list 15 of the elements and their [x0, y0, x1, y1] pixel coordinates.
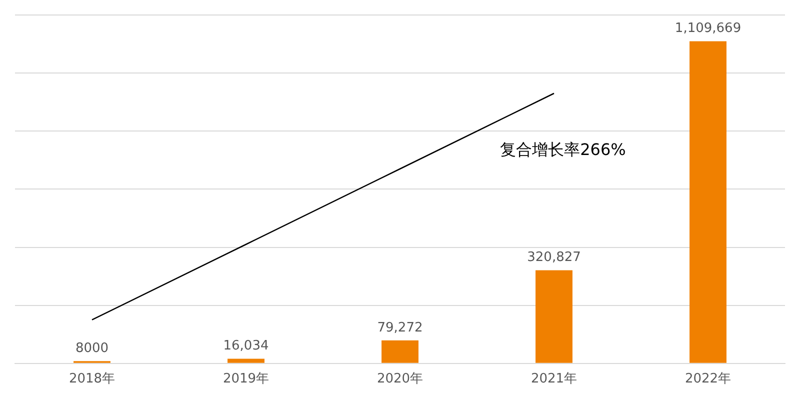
x-tick-label: 2018年 [68, 372, 116, 387]
x-tick-label: 2022年 [684, 372, 732, 387]
data-label: 320,827 [527, 250, 581, 266]
data-label: 79,272 [377, 320, 423, 336]
bar [382, 340, 418, 363]
data-label: 16,034 [223, 338, 269, 354]
data-label: 8000 [75, 340, 109, 356]
x-tick-label: 2021年 [530, 372, 578, 387]
annotation: 复合增长率266% [500, 140, 626, 160]
x-tick-label: 2019年 [222, 372, 270, 387]
bar [228, 358, 264, 363]
data-label: 1,109,669 [674, 21, 742, 36]
x-tick-label: 2020年 [376, 372, 424, 387]
bar [536, 270, 572, 363]
bar [690, 41, 726, 363]
